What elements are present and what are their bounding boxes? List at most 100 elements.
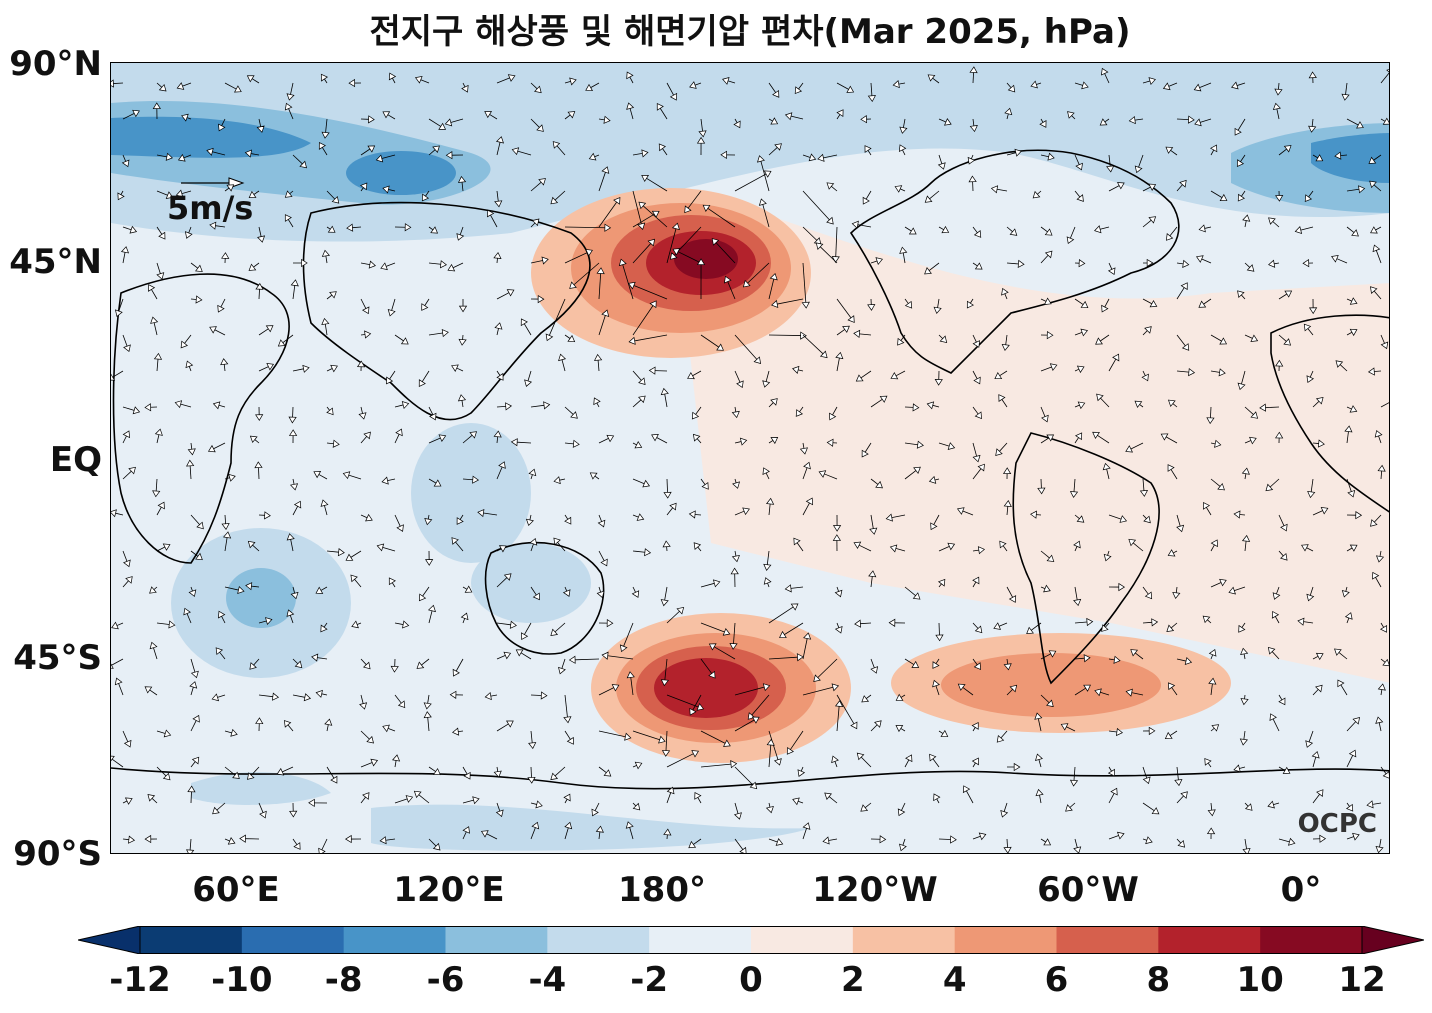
wind-arrow-head (418, 379, 426, 387)
wind-arrow-head (1128, 115, 1136, 125)
wind-arrow-head (1151, 807, 1160, 815)
wind-arrow-shaft (326, 190, 336, 200)
wind-arrow-head (1386, 69, 1389, 73)
wind-arrow-head (212, 806, 220, 815)
wind-arrow-shaft (1312, 442, 1319, 444)
wind-arrow-head (600, 558, 608, 567)
wind-arrow-head (509, 620, 517, 629)
wind-arrow-head (1100, 67, 1109, 76)
wind-arrow-shaft (458, 730, 464, 733)
wind-arrow-head (1348, 749, 1357, 758)
wind-arrow-head (687, 371, 695, 380)
wind-arrow-shaft (1069, 226, 1076, 239)
wind-arrow-shaft (594, 154, 600, 158)
wind-arrow-head (897, 337, 905, 346)
wind-arrow-shaft (1243, 730, 1246, 740)
wind-arrow-shaft (564, 514, 569, 520)
wind-arrow-head (1218, 368, 1226, 377)
wind-arrow-shaft (530, 802, 537, 805)
wind-arrow-head (861, 449, 869, 458)
wind-arrow-head (647, 238, 655, 247)
wind-arrow-shaft (677, 251, 702, 264)
wind-arrow-head (796, 653, 804, 662)
wind-arrow-head (742, 507, 750, 516)
wind-arrow-shaft (972, 118, 975, 126)
wind-arrow-shaft (1074, 437, 1079, 444)
wind-arrow-head (132, 406, 141, 415)
wind-arrow-head (831, 755, 839, 764)
wind-arrow-head (239, 834, 246, 843)
wind-arrow-head (762, 683, 771, 692)
wind-arrow-head (924, 195, 933, 203)
wind-arrow-head (1032, 190, 1041, 199)
wind-arrow-shaft (598, 438, 609, 444)
wind-arrow-shaft (1278, 148, 1287, 156)
wind-arrow-shaft (998, 622, 1008, 627)
wind-arrow-shaft (1005, 334, 1008, 345)
wind-arrow-shaft (1210, 190, 1223, 198)
wind-arrow-shaft (1345, 82, 1348, 95)
wind-arrow-shaft (1380, 658, 1386, 663)
wind-arrow-head (826, 216, 834, 225)
wind-arrow-head (1341, 590, 1350, 598)
wind-arrow-shaft (326, 406, 330, 411)
wind-arrow-head (832, 534, 842, 541)
wind-arrow-head (528, 742, 537, 750)
wind-arrow-head (206, 147, 214, 156)
wind-arrow-head (401, 401, 410, 410)
wind-arrow-shaft (768, 606, 794, 624)
wind-arrow-shaft (462, 434, 473, 444)
wind-arrow-head (149, 641, 158, 650)
wind-arrow-head (1073, 846, 1082, 853)
wind-arrow-shaft (864, 802, 872, 809)
wind-arrow-head (149, 586, 157, 594)
wind-arrow-shaft (656, 437, 668, 444)
wind-arrow-head (286, 609, 295, 617)
wind-arrow-head (1001, 287, 1009, 296)
wind-arrow-head (968, 175, 977, 183)
wind-arrow-head (974, 625, 983, 634)
wind-arrow-head (308, 798, 315, 808)
wind-arrow-shaft (1165, 436, 1178, 444)
wind-arrow-head (1377, 683, 1386, 691)
wind-arrow-shaft (1241, 190, 1246, 197)
wind-arrow-shaft (1134, 652, 1144, 660)
wind-arrow-shaft (1006, 838, 1008, 848)
wind-arrow-shaft (1006, 688, 1013, 696)
wind-arrow-head (874, 720, 882, 728)
wind-arrow-head (1148, 726, 1156, 736)
wind-arrow-shaft (864, 442, 872, 453)
wind-arrow-shaft (938, 583, 942, 588)
wind-arrow-head (854, 619, 862, 628)
wind-arrow-head (1352, 717, 1360, 725)
wind-arrow-shaft (389, 370, 396, 380)
wind-arrow-shaft (733, 622, 736, 644)
wind-arrow-shaft (1207, 619, 1212, 624)
wind-arrow-head (111, 79, 115, 88)
wind-arrow-shaft (1346, 836, 1354, 840)
wind-arrow-shaft (1074, 586, 1078, 600)
colorbar-segment (140, 926, 243, 954)
wind-arrow-head (376, 543, 385, 552)
wind-arrow-shaft (598, 730, 626, 738)
wind-arrow-shaft (834, 761, 838, 768)
wind-arrow-head (1167, 399, 1176, 408)
wind-arrow-head (1073, 598, 1082, 607)
wind-arrow-head (1069, 779, 1079, 787)
wind-arrow-head (452, 727, 460, 736)
wind-arrow-head (1125, 445, 1134, 453)
wind-arrow-shaft (598, 172, 606, 192)
wind-arrow-head (395, 428, 403, 437)
wind-arrow-shaft (557, 542, 566, 552)
wind-arrow-head (698, 130, 707, 138)
wind-arrow-shaft (292, 694, 305, 698)
wind-arrow-shaft (898, 82, 906, 85)
wind-arrow-head (288, 416, 297, 424)
wind-arrow-head (397, 700, 406, 709)
wind-arrow-shaft (1373, 184, 1382, 192)
wind-arrow-head (128, 466, 136, 475)
wind-arrow-head (1145, 836, 1153, 845)
wind-arrow-head (345, 834, 352, 844)
wind-arrow-shaft (459, 514, 464, 520)
wind-arrow-shaft (219, 651, 226, 660)
